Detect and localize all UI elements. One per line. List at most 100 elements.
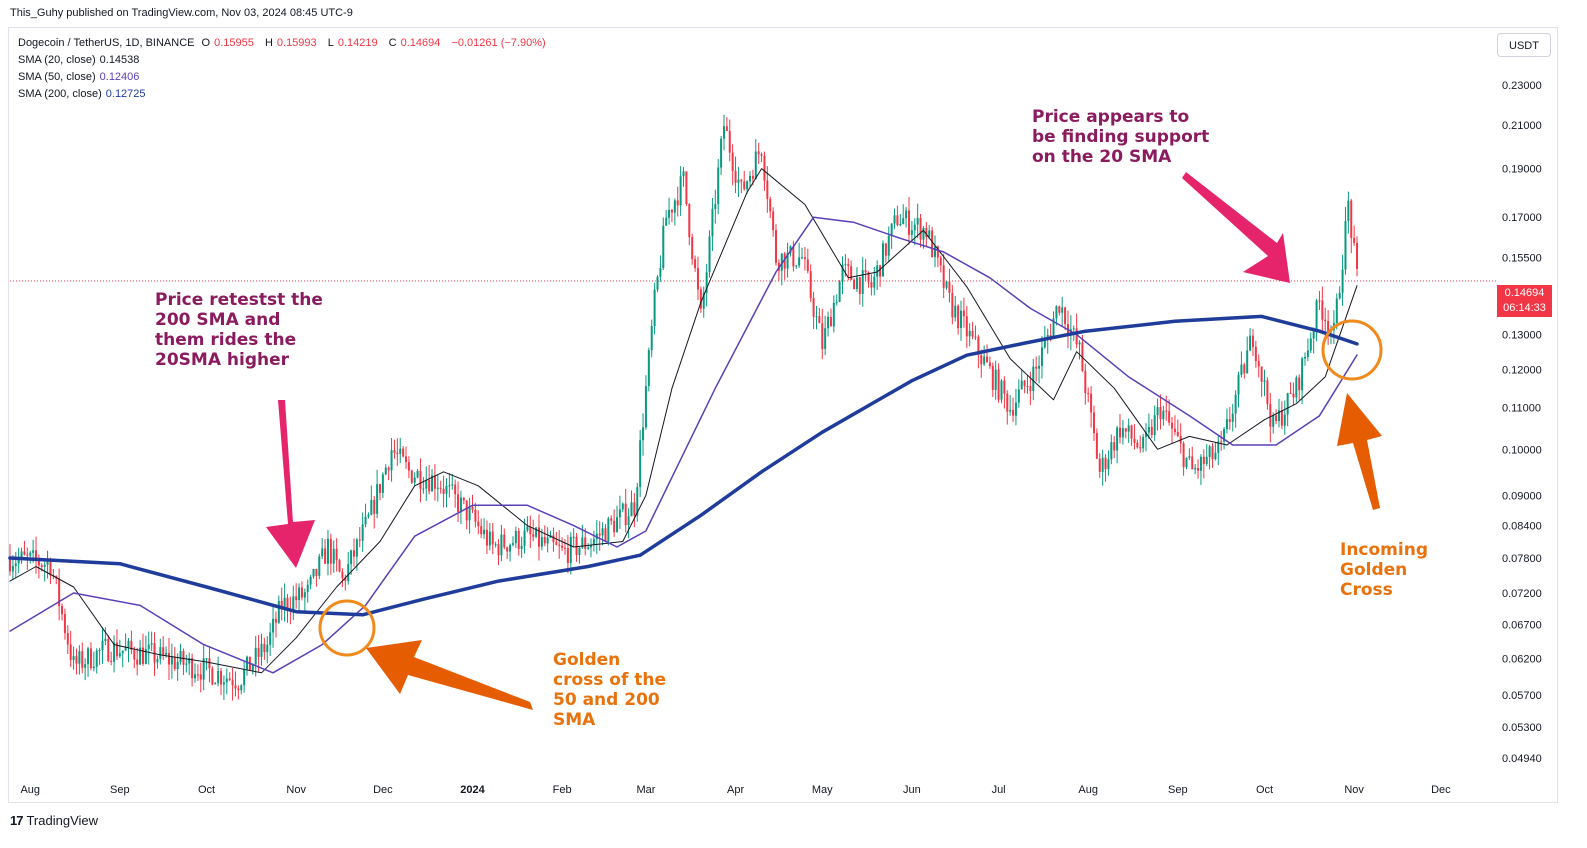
- y-tick-label: 0.09000: [1502, 490, 1542, 502]
- candle-body: [199, 674, 202, 680]
- candle-body: [1263, 380, 1266, 382]
- candle-body: [1090, 393, 1093, 413]
- candle-body: [763, 155, 766, 181]
- x-tick-label: Feb: [553, 784, 572, 796]
- candle-body: [1312, 331, 1315, 339]
- candle-body: [324, 548, 327, 564]
- candle-body: [691, 237, 694, 260]
- candle-body: [1191, 456, 1194, 470]
- chart-frame: [8, 27, 1558, 803]
- candle-body: [1139, 447, 1142, 449]
- candle-body: [1266, 380, 1269, 405]
- candle-body: [1020, 380, 1023, 390]
- published-line: This_Guhy published on TradingView.com, …: [10, 7, 353, 19]
- candle-body: [439, 487, 442, 490]
- candle-body: [46, 561, 49, 565]
- candle-body: [821, 323, 824, 349]
- y-tick-label: 0.06200: [1502, 653, 1542, 665]
- candle-body: [442, 489, 445, 494]
- candle-body: [812, 297, 815, 317]
- candle-body: [364, 516, 367, 525]
- candle-body: [942, 265, 945, 288]
- candle-body: [173, 656, 176, 669]
- candle-body: [757, 151, 760, 155]
- sma20-row[interactable]: SMA (20, close) 0.14538: [18, 54, 140, 66]
- countdown-label: 06:14:33: [1503, 302, 1546, 314]
- currency-button[interactable]: USDT: [1497, 33, 1551, 57]
- candle-body: [1101, 457, 1104, 472]
- sma200-row[interactable]: SMA (200, close) 0.12725: [18, 88, 146, 100]
- candle-body: [789, 246, 792, 253]
- candle-body: [766, 180, 769, 200]
- candle-body: [387, 467, 390, 471]
- candle-body: [728, 131, 731, 153]
- candle-body: [844, 264, 847, 266]
- tradingview-logo-icon: 17: [10, 813, 24, 828]
- candle-body: [558, 544, 561, 546]
- candle-body: [1257, 361, 1260, 367]
- candle-body: [1260, 366, 1263, 382]
- candle-body: [511, 543, 514, 545]
- candle-body: [928, 230, 931, 238]
- candle-body: [1072, 328, 1075, 330]
- candle-body: [208, 658, 211, 669]
- candle-body: [1017, 389, 1020, 403]
- candle-body: [26, 554, 29, 556]
- candle-body: [113, 642, 116, 662]
- candle-body: [9, 558, 11, 572]
- symbol-name[interactable]: Dogecoin / TetherUS, 1D, BINANCE: [18, 37, 195, 49]
- candle-body: [1225, 419, 1228, 430]
- candle-body: [786, 252, 789, 269]
- candle-body: [1171, 422, 1174, 429]
- x-tick-label: Dec: [1431, 784, 1451, 796]
- candle-body: [211, 668, 214, 685]
- candle-body: [535, 527, 538, 537]
- candle-body: [43, 564, 46, 567]
- candle-body: [902, 218, 905, 225]
- candle-body: [503, 534, 506, 548]
- candle-body: [1309, 338, 1312, 351]
- candle-body: [642, 427, 645, 441]
- candle-body: [150, 643, 153, 645]
- candle-body: [243, 669, 246, 686]
- candle-body: [919, 218, 922, 240]
- candle-body: [679, 176, 682, 206]
- candle-body: [1318, 300, 1321, 302]
- candle-body: [500, 534, 503, 556]
- candle-body: [1006, 393, 1009, 412]
- support-arrow: [1182, 172, 1290, 283]
- candle-body: [1254, 346, 1257, 362]
- sma50-row[interactable]: SMA (50, close) 0.12406: [18, 71, 140, 83]
- x-tick-label: 2024: [460, 784, 485, 796]
- candle-body: [407, 462, 410, 471]
- sma200-line: [8, 314, 1359, 617]
- candle-body: [688, 204, 691, 238]
- candle-body: [167, 652, 170, 665]
- candle-body: [662, 225, 665, 269]
- candle-body: [465, 500, 468, 521]
- tradingview-logo[interactable]: 17 TradingView: [10, 813, 98, 828]
- candle-body: [29, 552, 32, 556]
- candle-body: [899, 224, 902, 226]
- tradingview-brand: TradingView: [26, 813, 99, 828]
- candle-body: [390, 450, 393, 471]
- candle-body: [23, 551, 26, 555]
- candle-body: [939, 257, 942, 266]
- candle-body: [792, 246, 795, 267]
- candle-body: [552, 535, 555, 543]
- y-tick-label: 0.07800: [1502, 553, 1542, 565]
- candle-body: [205, 658, 208, 660]
- candle-body: [1092, 412, 1095, 434]
- x-tick-label: May: [812, 784, 833, 796]
- candle-body: [162, 647, 165, 655]
- candle-body: [925, 227, 928, 238]
- candle-body: [1275, 415, 1278, 422]
- candle-body: [665, 217, 668, 226]
- candle-body: [746, 181, 749, 190]
- candle-body: [124, 647, 127, 651]
- candle-body: [743, 181, 746, 190]
- candle-body: [1035, 366, 1038, 369]
- candle-body: [1142, 436, 1145, 449]
- candle-body: [526, 526, 529, 531]
